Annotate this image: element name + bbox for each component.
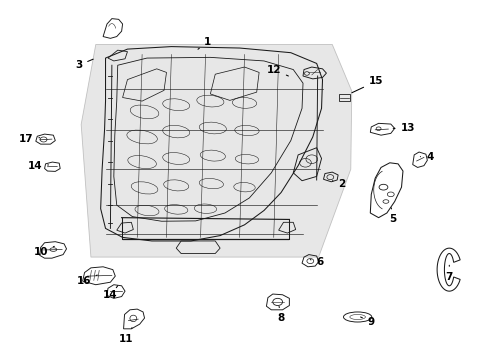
Text: 10: 10 [33,246,54,257]
Text: 8: 8 [277,306,284,323]
Text: 17: 17 [19,134,40,144]
Text: 7: 7 [445,265,452,282]
Text: 1: 1 [198,37,211,49]
Text: 15: 15 [351,76,383,93]
Polygon shape [81,44,351,257]
Text: 5: 5 [389,208,396,224]
Text: 9: 9 [360,317,374,327]
Text: 16: 16 [76,275,97,286]
Text: 6: 6 [310,257,323,267]
Text: 4: 4 [420,152,432,162]
Text: 13: 13 [392,123,414,133]
Text: 14: 14 [103,286,118,301]
Text: 11: 11 [119,328,133,343]
Text: 3: 3 [75,59,93,70]
Text: 12: 12 [266,64,288,76]
Text: 14: 14 [27,161,48,171]
Text: 2: 2 [332,179,345,189]
